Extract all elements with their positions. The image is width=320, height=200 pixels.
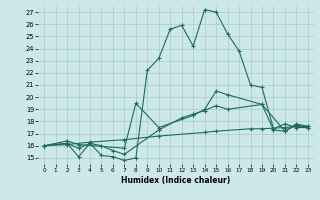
X-axis label: Humidex (Indice chaleur): Humidex (Indice chaleur) bbox=[121, 176, 231, 185]
